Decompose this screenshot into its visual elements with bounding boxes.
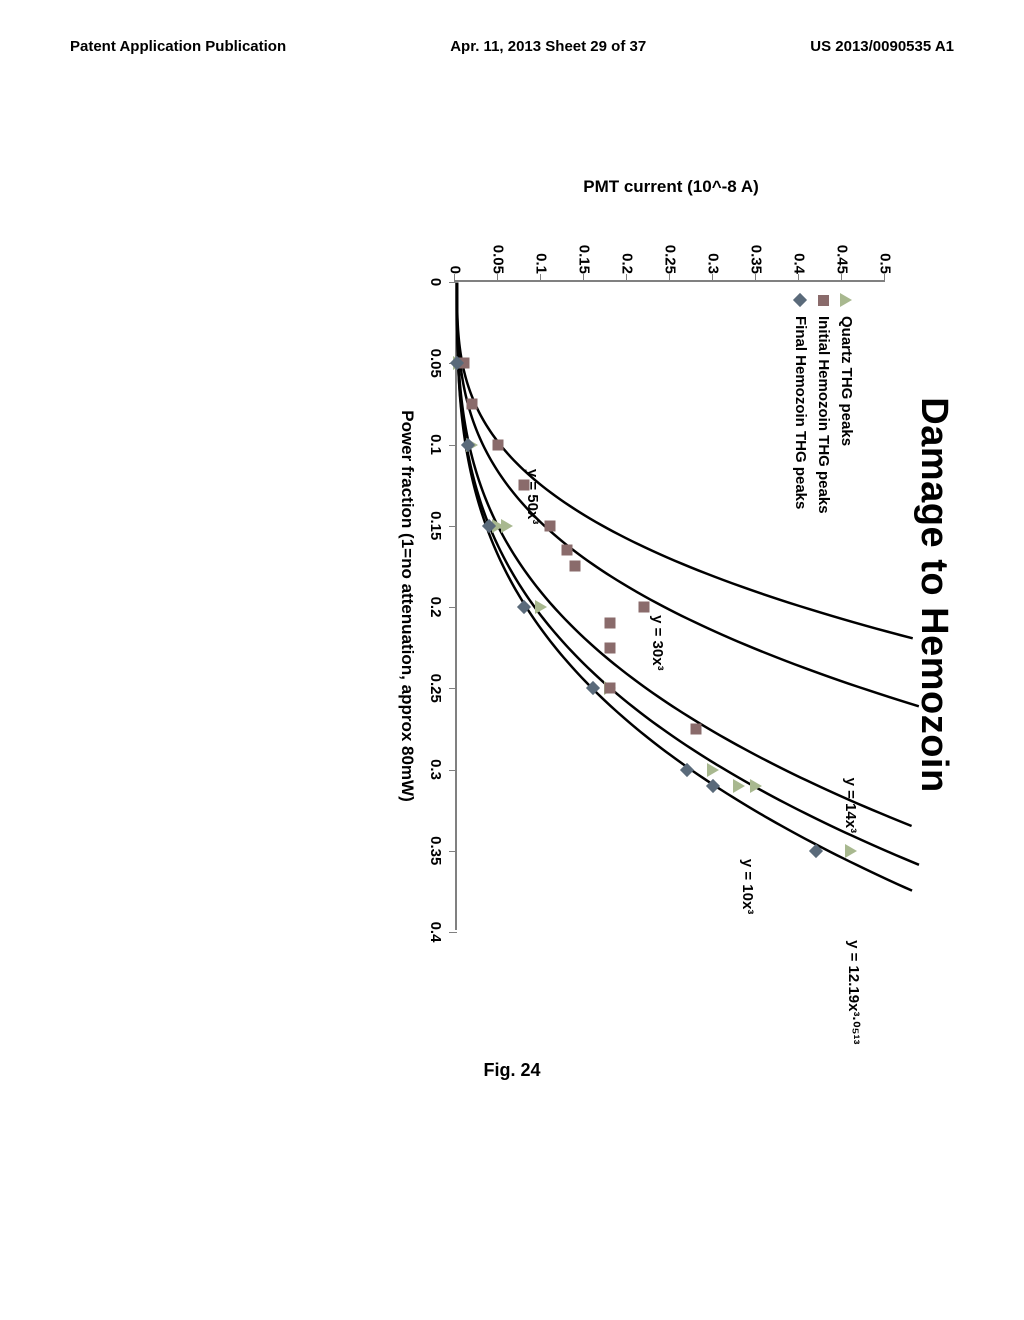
x-tick-label: 0.15 <box>427 511 444 540</box>
x-tick <box>449 851 457 852</box>
x-tick <box>449 282 457 283</box>
y-tick <box>454 274 455 282</box>
x-tick-label: 0.3 <box>427 759 444 780</box>
curve-formula-label: y = 10x³ <box>739 859 756 914</box>
curve-formula-label: y = 50x³ <box>524 469 541 524</box>
page-header: Patent Application Publication Apr. 11, … <box>0 38 1024 55</box>
y-tick-label: 0.25 <box>662 230 679 274</box>
legend-label: Final Hemozoin THG peaks <box>792 316 809 509</box>
y-tick <box>841 274 842 282</box>
legend: Quartz THG peaks Initial Hemozoin THG pea… <box>786 292 855 514</box>
y-tick <box>712 274 713 282</box>
x-tick-label: 0.2 <box>427 597 444 618</box>
data-point <box>690 723 701 734</box>
curve-formula-label: y = 30x³ <box>649 615 666 670</box>
x-axis-title: Power fraction (1=no attenuation, approx… <box>397 282 417 930</box>
y-tick <box>755 274 756 282</box>
legend-item: Quartz THG peaks <box>838 292 855 514</box>
y-tick <box>884 274 885 282</box>
plot-area: PMT current (10^-8 A) Power fraction (1=… <box>455 280 885 930</box>
x-tick <box>449 688 457 689</box>
data-point <box>604 642 615 653</box>
y-tick-label: 0.3 <box>705 230 722 274</box>
data-point <box>493 439 504 450</box>
data-point <box>707 763 719 777</box>
x-tick-label: 0.05 <box>427 349 444 378</box>
legend-label: Quartz THG peaks <box>838 316 855 446</box>
y-tick <box>540 274 541 282</box>
data-point <box>604 683 615 694</box>
y-tick <box>626 274 627 282</box>
legend-marker <box>839 292 855 308</box>
legend-item: Final Hemozoin THG peaks <box>792 292 809 514</box>
data-point <box>544 520 555 531</box>
y-tick <box>583 274 584 282</box>
y-tick <box>798 274 799 282</box>
y-tick-label: 0.1 <box>533 230 550 274</box>
x-tick <box>449 445 457 446</box>
x-tick-label: 0 <box>427 278 444 286</box>
y-tick-label: 0.2 <box>619 230 636 274</box>
y-tick-label: 0.05 <box>490 230 507 274</box>
data-point <box>535 600 547 614</box>
legend-marker <box>793 292 809 308</box>
data-point <box>570 561 581 572</box>
x-tick-label: 0.4 <box>427 922 444 943</box>
x-tick-label: 0.35 <box>427 836 444 865</box>
data-point <box>733 779 745 793</box>
chart-rotated-container: Damage to Hemozoin PMT current (10^-8 A)… <box>165 315 915 875</box>
x-tick <box>449 770 457 771</box>
legend-label: Initial Hemozoin THG peaks <box>815 316 832 514</box>
y-tick-label: 0.15 <box>576 230 593 274</box>
curve-formula-label: y = 12.19x³·⁰⁵¹³ <box>846 940 864 1044</box>
legend-marker <box>816 292 832 308</box>
y-tick <box>669 274 670 282</box>
header-right: US 2013/0090535 A1 <box>810 38 954 55</box>
data-point <box>604 618 615 629</box>
data-point <box>561 545 572 556</box>
y-tick-label: 0.45 <box>834 230 851 274</box>
x-tick-label: 0.1 <box>427 434 444 455</box>
data-point <box>467 398 478 409</box>
curve-formula-label: y = 14x³ <box>842 778 859 833</box>
y-tick <box>497 274 498 282</box>
y-tick-label: 0 <box>447 230 464 274</box>
figure-caption: Fig. 24 <box>0 1060 1024 1081</box>
data-point <box>639 602 650 613</box>
data-point <box>501 519 513 533</box>
data-point <box>518 480 529 491</box>
x-tick-label: 0.25 <box>427 674 444 703</box>
y-tick-label: 0.35 <box>748 230 765 274</box>
legend-item: Initial Hemozoin THG peaks <box>815 292 832 514</box>
x-tick <box>449 526 457 527</box>
header-left: Patent Application Publication <box>70 38 286 55</box>
y-tick-label: 0.5 <box>877 230 894 274</box>
data-point <box>845 844 857 858</box>
y-axis-title: PMT current (10^-8 A) <box>583 177 759 197</box>
header-center: Apr. 11, 2013 Sheet 29 of 37 <box>450 38 646 55</box>
chart-title: Damage to Hemozoin <box>912 220 955 970</box>
data-point <box>750 779 762 793</box>
x-tick <box>449 607 457 608</box>
x-tick <box>449 932 457 933</box>
y-tick-label: 0.4 <box>791 230 808 274</box>
